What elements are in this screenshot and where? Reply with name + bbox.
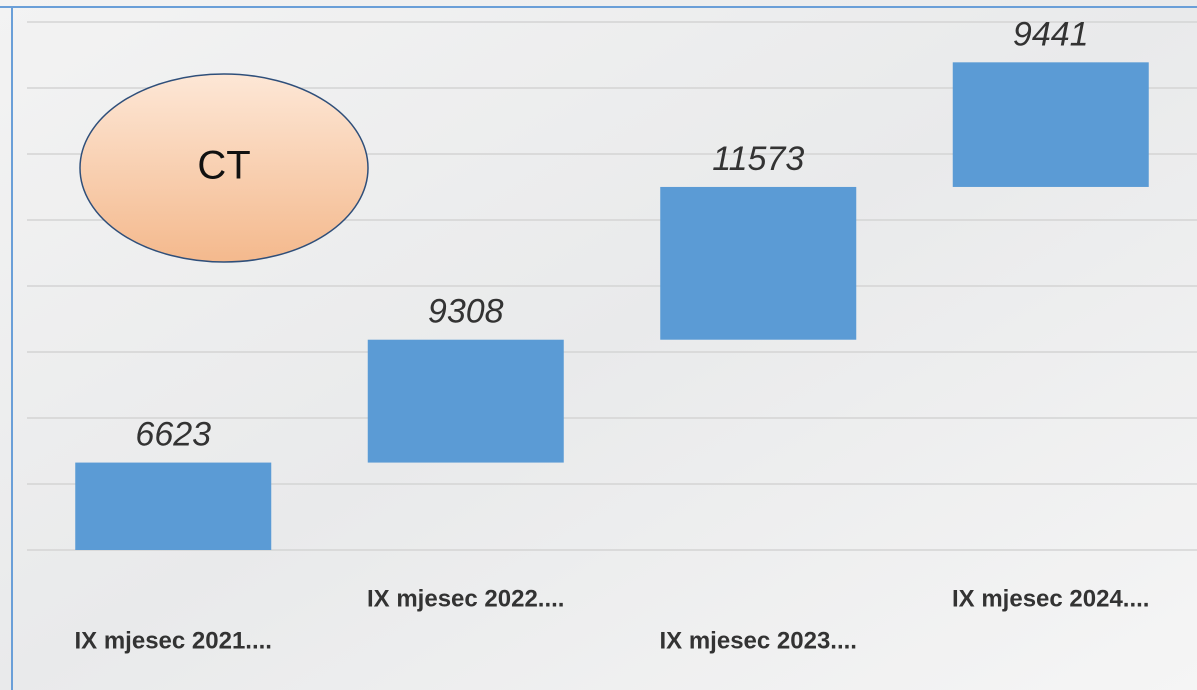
value-label: 11573 — [712, 140, 804, 178]
x-tick-label: IX mjesec 2022.... — [367, 585, 564, 612]
annotation: CT — [197, 144, 250, 188]
bar — [952, 62, 1149, 187]
bar — [660, 186, 857, 340]
x-tick-label: IX mjesec 2021.... — [75, 627, 272, 654]
value-label: 9441 — [1013, 15, 1089, 53]
x-tick-label: IX mjesec 2024.... — [952, 585, 1149, 612]
annotation-shape — [79, 73, 369, 263]
value-label: 6623 — [135, 416, 211, 454]
x-tick-label: IX mjesec 2023.... — [660, 627, 857, 654]
bar — [367, 339, 564, 463]
value-label: 9308 — [428, 293, 504, 331]
bar — [75, 462, 272, 550]
